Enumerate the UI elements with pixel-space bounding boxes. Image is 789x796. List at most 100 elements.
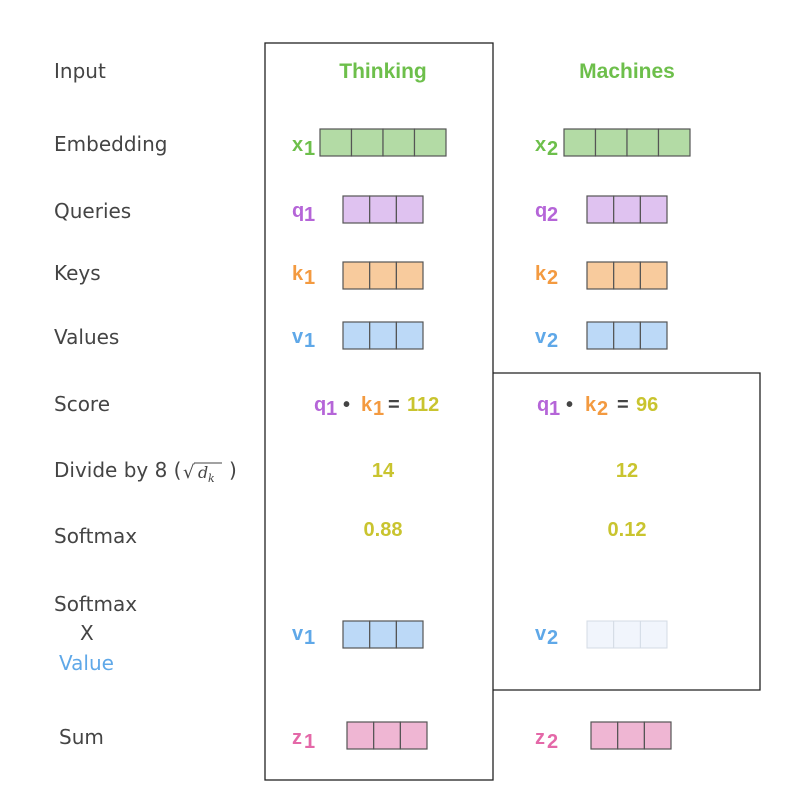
sqrt-symbol: √ <box>183 462 195 483</box>
vector-cell <box>382 128 416 157</box>
vector-cell <box>639 261 668 290</box>
vector-cell <box>395 321 424 350</box>
score-expression-2: q 1 • k 2 = 96 <box>537 394 658 420</box>
vector-cell <box>613 620 641 649</box>
symbol-x2: x 2 <box>535 134 558 160</box>
svg-text:1: 1 <box>304 627 315 649</box>
vector-cell <box>657 128 691 157</box>
svg-text:=: = <box>617 394 629 416</box>
svg-text:1: 1 <box>304 138 315 160</box>
svg-text:1: 1 <box>304 204 315 226</box>
svg-text:2: 2 <box>547 138 558 160</box>
vector-z1 <box>346 721 428 750</box>
vector-v1 <box>342 321 424 350</box>
symbol-v2-weighted: v 2 <box>535 623 558 649</box>
symbol-z1: z 1 <box>292 727 315 753</box>
vector-cell <box>369 195 398 224</box>
divided-value-1: 14 <box>372 460 395 482</box>
row-label-keys: Keys <box>54 261 101 285</box>
svg-text:1: 1 <box>304 267 315 289</box>
svg-text:k: k <box>292 263 304 285</box>
divided-value-2: 12 <box>616 460 638 482</box>
symbol-x1: x 1 <box>292 134 315 160</box>
svg-text:k: k <box>585 394 597 416</box>
vector-k2 <box>586 261 668 290</box>
vector-cell <box>399 721 428 750</box>
row-label-values: Values <box>54 325 119 349</box>
svg-text:•: • <box>566 394 573 416</box>
svg-text:1: 1 <box>304 731 315 753</box>
symbol-k2: k 2 <box>535 263 558 289</box>
vector-cell <box>586 261 615 290</box>
softmax-value-1: 0.88 <box>364 519 403 541</box>
svg-text:2: 2 <box>547 627 558 649</box>
word-machines: Machines <box>579 60 675 83</box>
symbol-z2: z 2 <box>535 727 558 753</box>
vector-cell <box>319 128 353 157</box>
symbol-q2: q 2 <box>535 200 558 226</box>
vector-cell <box>369 620 398 649</box>
symbol-q1: q 1 <box>292 200 315 226</box>
svg-text:k: k <box>535 263 547 285</box>
vector-cell <box>395 620 424 649</box>
vector-cell <box>342 261 371 290</box>
vector-cell <box>342 620 371 649</box>
vector-cell <box>639 321 668 350</box>
svg-text:k: k <box>361 394 373 416</box>
row-label-input: Input <box>54 59 106 83</box>
svg-text:2: 2 <box>547 204 558 226</box>
svg-text:=: = <box>388 394 400 416</box>
vector-cell <box>586 620 615 649</box>
row-label-softmax-x-value-1: Softmax <box>54 592 137 616</box>
vector-cell <box>563 128 597 157</box>
svg-text:•: • <box>343 394 350 416</box>
vector-k1 <box>342 261 424 290</box>
svg-text:v: v <box>535 326 547 348</box>
row-label-softmax-x-value-2: X <box>80 621 94 645</box>
svg-text:x: x <box>535 134 546 156</box>
vector-cell <box>613 261 642 290</box>
row-label-sum: Sum <box>59 725 104 749</box>
svg-text:q: q <box>535 200 547 222</box>
vector-cell <box>350 128 384 157</box>
svg-text:v: v <box>535 623 547 645</box>
row-label-divide: Divide by 8 ( √ d k ) <box>54 458 237 485</box>
vector-v2 <box>586 321 668 350</box>
vector-cell <box>617 721 646 750</box>
symbol-v2: v 2 <box>535 326 558 352</box>
vector-cell <box>639 195 668 224</box>
svg-text:2: 2 <box>597 398 608 420</box>
row-label-score: Score <box>54 392 110 416</box>
vector-cell <box>594 128 628 157</box>
svg-text:2: 2 <box>547 330 558 352</box>
vector-cell <box>643 721 672 750</box>
vector-q1 <box>342 195 424 224</box>
vector-cell <box>395 261 424 290</box>
svg-text:2: 2 <box>547 267 558 289</box>
vector-q2 <box>586 195 668 224</box>
svg-text:z: z <box>535 727 545 749</box>
svg-text:2: 2 <box>547 731 558 753</box>
row-label-queries: Queries <box>54 199 131 223</box>
svg-text:v: v <box>292 326 304 348</box>
vector-cell <box>369 321 398 350</box>
symbol-v1-weighted: v 1 <box>292 623 315 649</box>
vector-cell <box>395 195 424 224</box>
symbol-k1: k 1 <box>292 263 315 289</box>
vector-cell <box>413 128 447 157</box>
vector-cell <box>586 195 615 224</box>
vector-cell <box>342 195 371 224</box>
vector-cell <box>346 721 375 750</box>
score-expression-1: q 1 • k 1 = 112 <box>314 394 439 420</box>
vector-v1-weighted <box>342 620 424 649</box>
svg-text:q: q <box>292 200 304 222</box>
row-label-softmax-x-value-3: Value <box>59 651 114 675</box>
svg-text:1: 1 <box>549 398 560 420</box>
svg-text:112: 112 <box>407 394 439 416</box>
row-label-softmax: Softmax <box>54 524 137 548</box>
vector-cell <box>373 721 402 750</box>
vector-cell <box>639 620 668 649</box>
divide-sub: k <box>208 472 215 485</box>
symbol-v1: v 1 <box>292 326 315 352</box>
word-thinking: Thinking <box>339 60 427 83</box>
